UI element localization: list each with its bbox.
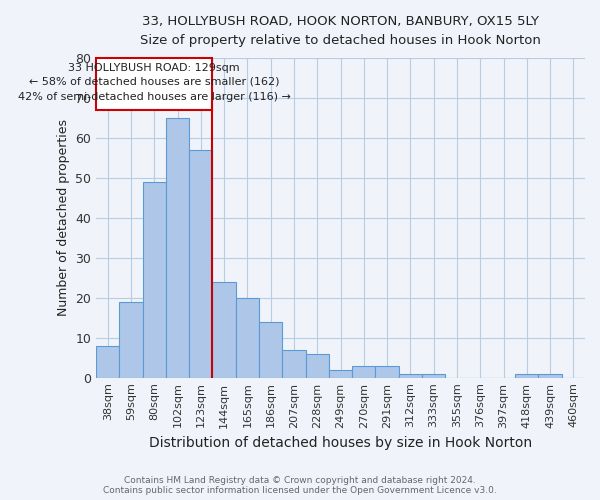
Bar: [166, 118, 189, 378]
Text: 33 HOLLYBUSH ROAD: 129sqm: 33 HOLLYBUSH ROAD: 129sqm: [68, 63, 240, 73]
Text: ← 58% of detached houses are smaller (162): ← 58% of detached houses are smaller (16…: [29, 77, 280, 87]
Bar: [399, 374, 422, 378]
Bar: [305, 354, 329, 378]
Bar: [236, 298, 259, 378]
Bar: [212, 282, 236, 378]
Title: 33, HOLLYBUSH ROAD, HOOK NORTON, BANBURY, OX15 5LY
Size of property relative to : 33, HOLLYBUSH ROAD, HOOK NORTON, BANBURY…: [140, 15, 541, 47]
Bar: [376, 366, 399, 378]
Bar: [143, 182, 166, 378]
Bar: [352, 366, 376, 378]
FancyBboxPatch shape: [96, 58, 212, 110]
Y-axis label: Number of detached properties: Number of detached properties: [56, 120, 70, 316]
Bar: [119, 302, 143, 378]
Bar: [283, 350, 305, 378]
Bar: [189, 150, 212, 378]
Text: Contains HM Land Registry data © Crown copyright and database right 2024.
Contai: Contains HM Land Registry data © Crown c…: [103, 476, 497, 495]
Bar: [538, 374, 562, 378]
Bar: [329, 370, 352, 378]
X-axis label: Distribution of detached houses by size in Hook Norton: Distribution of detached houses by size …: [149, 436, 532, 450]
Text: 42% of semi-detached houses are larger (116) →: 42% of semi-detached houses are larger (…: [18, 92, 291, 102]
Bar: [96, 346, 119, 378]
Bar: [259, 322, 283, 378]
Bar: [515, 374, 538, 378]
Bar: [422, 374, 445, 378]
